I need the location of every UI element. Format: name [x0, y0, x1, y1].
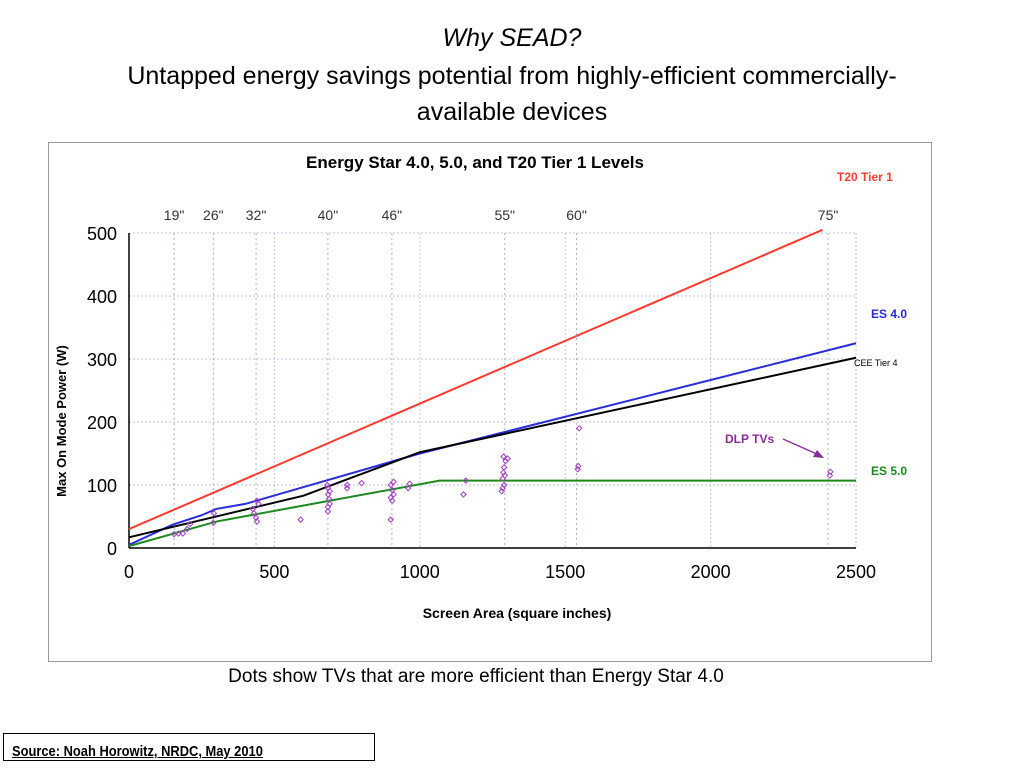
energy-chart: Energy Star 4.0, 5.0, and T20 Tier 1 Lev… — [54, 153, 907, 621]
tv-data-point — [297, 516, 304, 523]
grid-lines — [129, 232, 857, 548]
x-tick-label: 2000 — [691, 562, 731, 582]
tv-data-point — [324, 481, 331, 489]
tv-data-point — [343, 481, 351, 489]
y-tick-label: 400 — [87, 287, 117, 307]
series-line-es-5-0 — [128, 479, 856, 548]
x-tick-label: 1000 — [400, 562, 440, 582]
tv-data-point — [325, 495, 333, 503]
tv-data-point — [500, 453, 507, 460]
tv-data-point — [186, 520, 194, 528]
tv-data-point — [574, 462, 582, 470]
chart-title: Energy Star 4.0, 5.0, and T20 Tier 1 Lev… — [306, 153, 644, 172]
chart-frame — [48, 142, 932, 662]
screen-size-marker-label: 32" — [246, 207, 267, 223]
y-tick-label: 0 — [107, 539, 117, 559]
tv-data-point — [324, 508, 332, 515]
annotation-t20-tier-1: T20 Tier 1 — [837, 170, 893, 184]
axes: 0 100 200 300 400 500 0 500 1000 1500 2000 2500 — [87, 224, 876, 582]
source-box: Source: Noah Horowitz, NRDC, May 2010 — [3, 733, 375, 761]
y-tick-label: 300 — [87, 350, 117, 370]
dlp-arrow-head — [813, 450, 824, 458]
annotation-dlp-tvs: DLP TVs — [725, 432, 774, 446]
tv-data-point — [406, 480, 413, 488]
tv-data-point — [387, 481, 395, 489]
y-tick-label: 500 — [87, 224, 117, 244]
slide-title-line-3: available devices — [416, 98, 608, 126]
tv-data-point — [210, 510, 218, 517]
annotation-cee-tier-4: CEE Tier 4 — [854, 358, 898, 368]
tv-data-point — [179, 530, 187, 537]
tv-data-point — [390, 478, 397, 486]
tv-data-point — [387, 494, 395, 501]
tv-data-point — [575, 424, 583, 432]
tv-data-point — [404, 484, 412, 492]
x-tick-label: 1500 — [545, 562, 585, 582]
tv-data-point — [500, 481, 508, 489]
tv-data-point — [388, 486, 396, 494]
slide-title-line-1: Why SEAD? — [442, 24, 582, 52]
tv-data-point — [324, 484, 332, 492]
screen-size-marker-label: 60" — [566, 207, 587, 223]
tv-data-point — [183, 525, 191, 533]
series-line-t20-tier-1 — [128, 228, 823, 531]
tv-data-point — [253, 518, 261, 525]
dlp-arrow-line — [782, 438, 820, 456]
tv-data-point — [387, 516, 395, 523]
screen-size-marker-label: 46" — [382, 207, 403, 223]
tv-data-point — [827, 468, 834, 476]
x-tick-label: 500 — [259, 562, 289, 582]
slide-title-line-2: Untapped energy savings potential from h… — [127, 62, 897, 90]
tv-data-point — [504, 455, 511, 462]
tv-data-point — [460, 491, 467, 498]
tv-data-point — [250, 510, 258, 517]
tv-data-points — [170, 424, 834, 538]
x-axis-label: Screen Area (square inches) — [423, 605, 612, 621]
tv-data-point — [826, 472, 834, 479]
screen-size-marker-label: 55" — [494, 207, 515, 223]
tv-data-point — [500, 464, 508, 471]
series-annotations: T20 Tier 1 ES 4.0 CEE Tier 4 DLP TVs ES … — [725, 170, 907, 478]
tv-data-point — [499, 469, 507, 476]
screen-size-marker-label: 19" — [164, 207, 185, 223]
x-tick-label: 0 — [124, 562, 134, 582]
y-tick-label: 200 — [87, 413, 117, 433]
screen-size-marker-label: 40" — [318, 207, 339, 223]
annotation-es-4-0: ES 4.0 — [871, 307, 907, 321]
tv-data-point — [358, 479, 365, 487]
tv-data-point — [210, 519, 217, 527]
tv-data-point — [462, 477, 470, 484]
tv-data-point — [390, 491, 397, 498]
tv-data-point — [574, 465, 582, 473]
chart-caption: Dots show TVs that are more efficient th… — [228, 666, 724, 687]
screen-size-markers: 19" 26" 32" 40" 46" 55" 60" 75" — [164, 207, 839, 548]
annotation-es-5-0: ES 5.0 — [871, 464, 907, 478]
tv-data-point — [253, 497, 261, 505]
screen-size-marker-label: 26" — [203, 207, 224, 223]
tv-data-point — [175, 530, 182, 537]
y-tick-label: 100 — [87, 476, 117, 496]
tv-data-point — [343, 484, 351, 492]
tv-data-point — [326, 500, 333, 508]
y-axis-label: Max On Mode Power (W) — [54, 345, 69, 497]
series-line-cee-tier-4 — [128, 356, 857, 539]
series-line-es-4-0 — [128, 342, 857, 546]
source-citation: Source: Noah Horowitz, NRDC, May 2010 — [12, 743, 263, 760]
x-tick-label: 2500 — [836, 562, 876, 582]
screen-size-marker-label: 75" — [818, 207, 839, 223]
series-lines — [128, 228, 857, 548]
